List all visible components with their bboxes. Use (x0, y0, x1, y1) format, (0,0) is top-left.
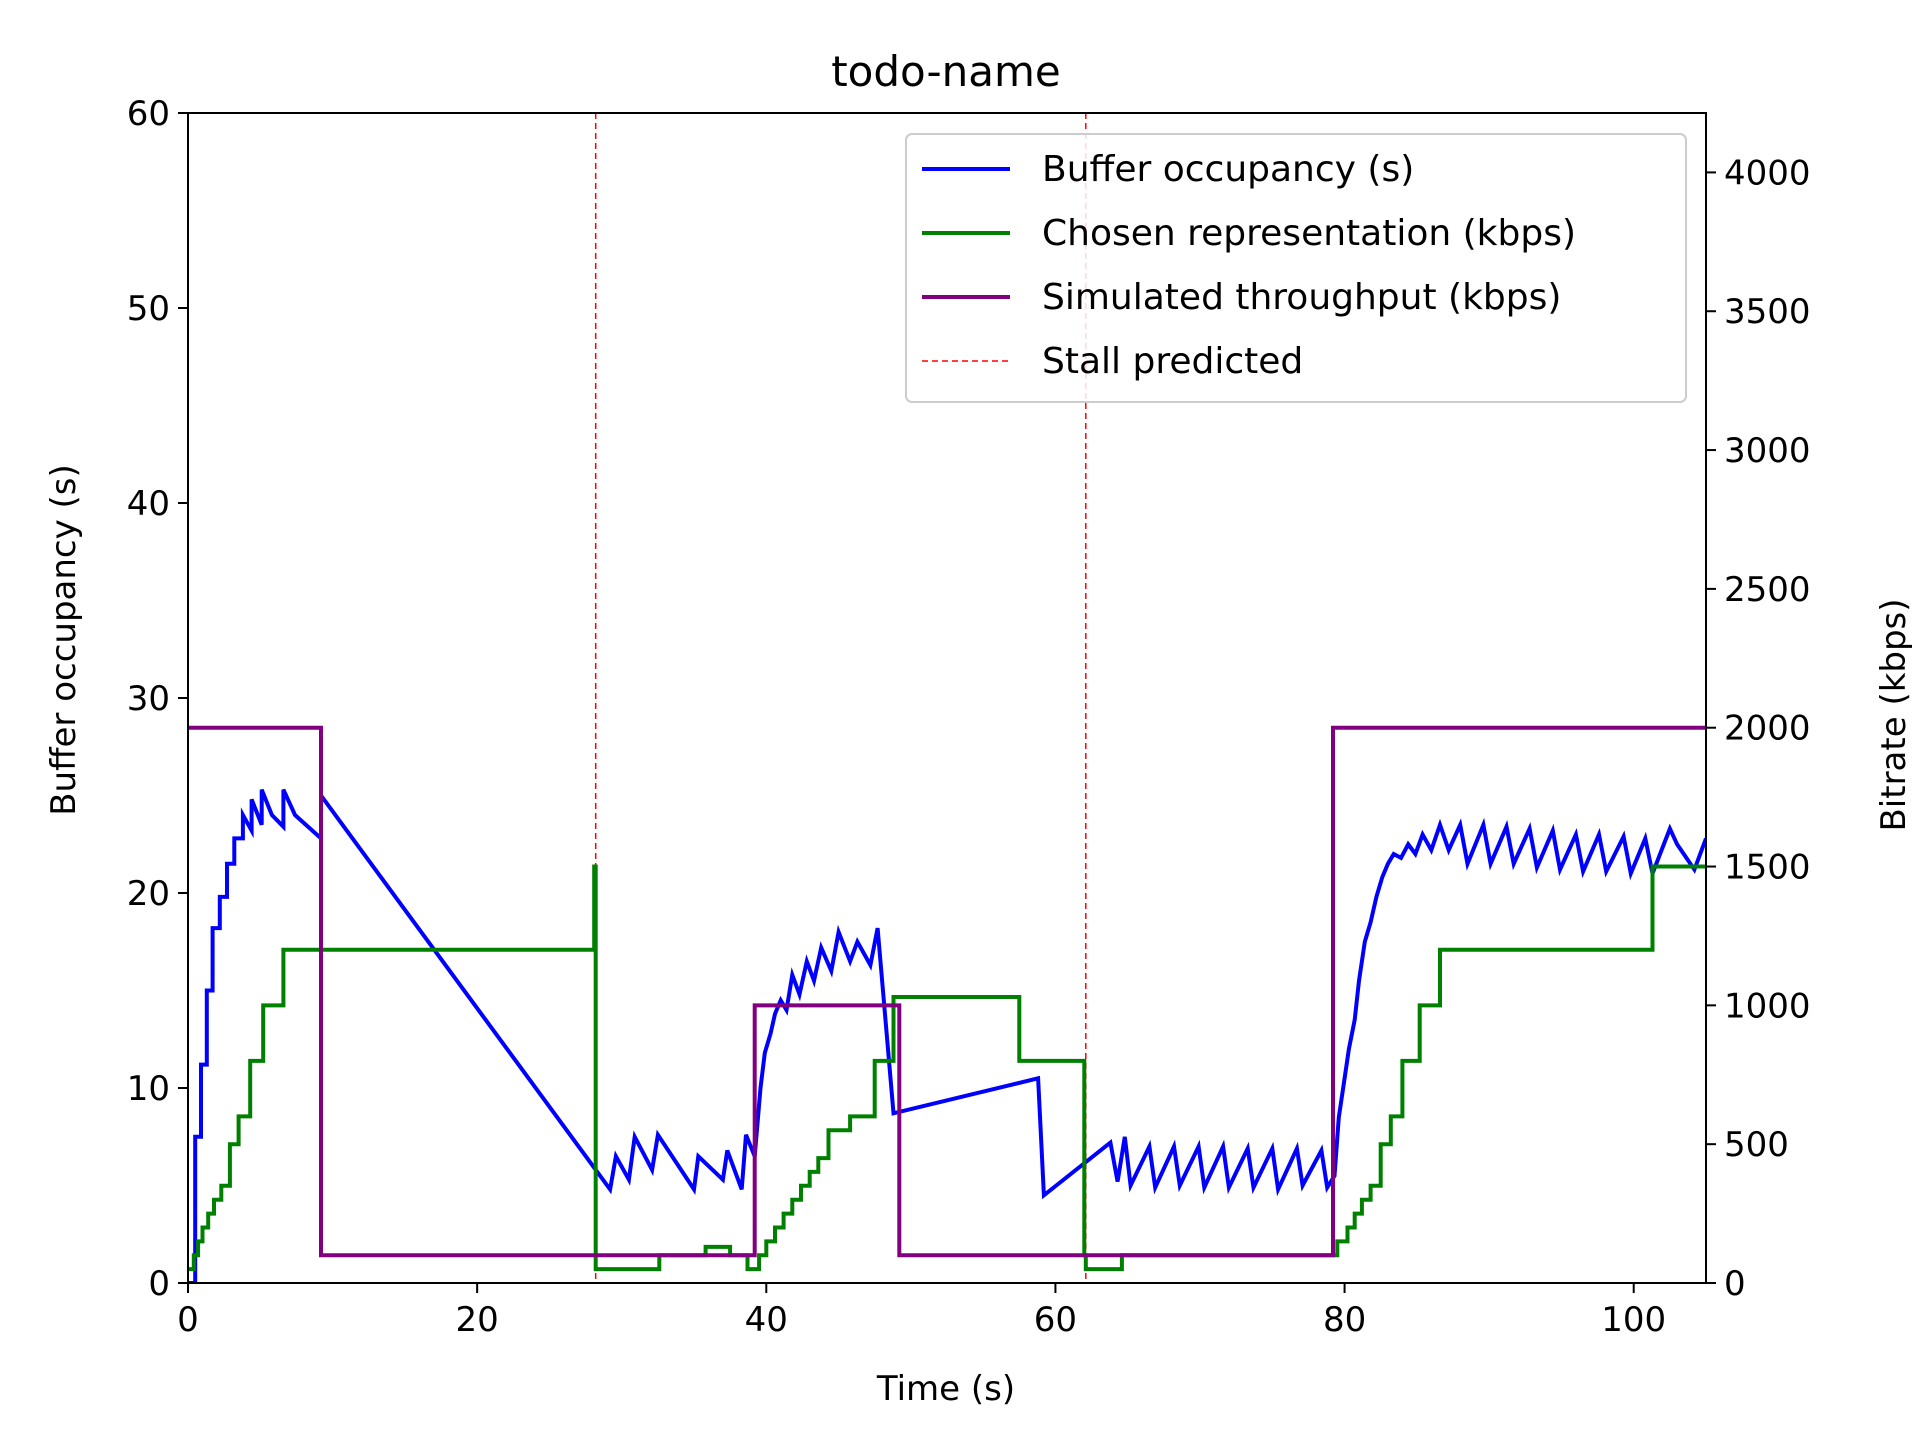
series-line-simulated-throughput (188, 725, 1706, 1258)
legend-label-representation: Chosen representation (kbps) (1042, 213, 1576, 254)
legend-label-throughput: Simulated throughput (kbps) (1042, 277, 1561, 318)
y-left-tick-label: 10 (127, 1069, 170, 1109)
x-tick-label: 20 (456, 1300, 499, 1340)
y-left-tick-label: 60 (127, 94, 170, 134)
axes: 0 20 40 60 80 1000102030405060050010001500200… (127, 94, 1811, 1340)
y-right-tick-label: 3500 (1724, 292, 1811, 332)
y-right-tick-label: 2500 (1724, 570, 1811, 610)
x-tick-label: 80 (1323, 1300, 1366, 1340)
chart-title: todo-name (831, 47, 1061, 96)
y-left-tick-label: 50 (127, 289, 170, 329)
y-right-tick-label: 2000 (1724, 709, 1811, 749)
legend-label-buffer: Buffer occupancy (s) (1042, 149, 1414, 190)
legend-label-stall: Stall predicted (1042, 341, 1303, 382)
series-line-buffer-occupancy (188, 788, 1706, 1283)
x-tick-label: 40 (745, 1300, 788, 1340)
y-axis-label-left: Buffer occupancy (s) (44, 464, 84, 816)
y-right-tick-label: 500 (1724, 1125, 1789, 1165)
x-axis-label: Time (s) (876, 1369, 1015, 1409)
y-right-tick-label: 4000 (1724, 153, 1811, 193)
y-left-tick-label: 0 (148, 1264, 170, 1304)
y-right-tick-label: 3000 (1724, 431, 1811, 471)
x-tick-label: 60 (1034, 1300, 1077, 1340)
y-left-tick-label: 20 (127, 874, 170, 914)
y-axis-label-right: Bitrate (kbps) (1874, 598, 1914, 831)
y-right-tick-label: 1500 (1724, 848, 1811, 888)
x-tick-label: 100 (1601, 1300, 1666, 1340)
legend-box (905, 133, 1687, 403)
legend: Buffer occupancy (s) Chosen representati… (905, 133, 1687, 403)
y-left-tick-label: 40 (127, 484, 170, 524)
y-right-tick-label: 1000 (1724, 986, 1811, 1026)
series-line-chosen-representation (188, 864, 1706, 1272)
y-right-tick-label: 0 (1724, 1264, 1746, 1304)
y-left-tick-label: 30 (127, 679, 170, 719)
x-tick-label: 0 (177, 1300, 199, 1340)
